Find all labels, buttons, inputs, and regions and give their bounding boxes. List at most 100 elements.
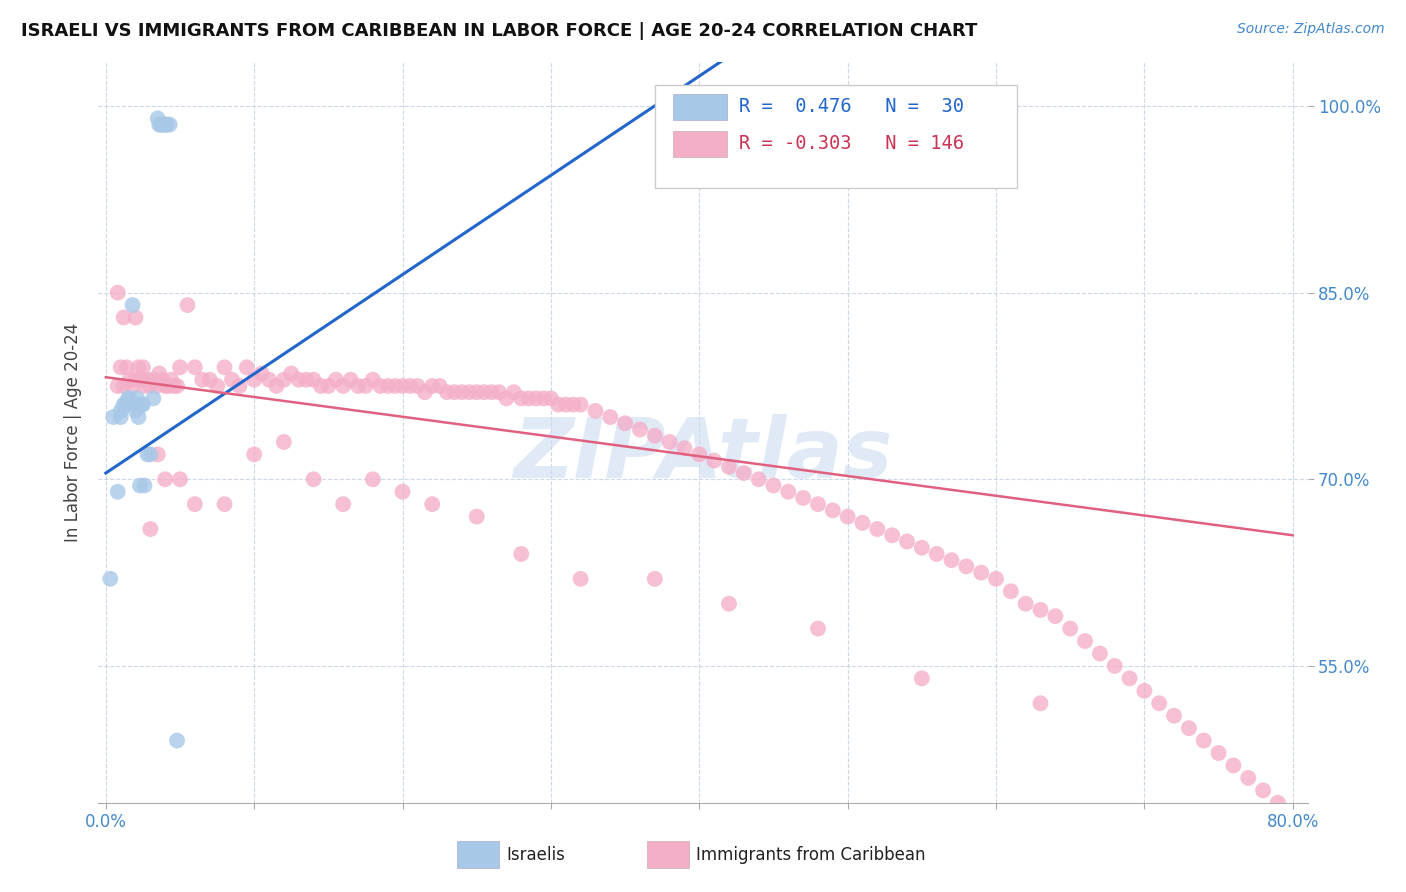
Point xyxy=(136,447,159,461)
Point xyxy=(717,459,740,474)
Point xyxy=(851,516,873,530)
Point xyxy=(717,597,740,611)
Bar xyxy=(673,94,727,120)
Point xyxy=(1251,783,1274,797)
Point xyxy=(413,385,436,400)
Point xyxy=(984,572,1007,586)
Point xyxy=(129,478,152,492)
Point xyxy=(302,373,325,387)
Point xyxy=(391,484,413,499)
Point xyxy=(124,404,146,418)
Point xyxy=(361,472,384,486)
Point xyxy=(132,398,155,412)
Point xyxy=(146,447,169,461)
Point xyxy=(866,522,889,536)
Point xyxy=(280,367,302,381)
Point xyxy=(465,509,488,524)
FancyBboxPatch shape xyxy=(655,85,1018,188)
Point xyxy=(169,360,191,375)
Point xyxy=(1163,708,1185,723)
Point xyxy=(1118,672,1140,686)
Point xyxy=(1015,597,1038,611)
Point xyxy=(599,410,621,425)
Point xyxy=(524,392,547,406)
Point xyxy=(1267,796,1289,810)
Point xyxy=(420,497,443,511)
Point xyxy=(1178,721,1201,735)
Point xyxy=(273,373,295,387)
Point xyxy=(150,373,173,387)
Text: Immigrants from Caribbean: Immigrants from Caribbean xyxy=(696,846,925,863)
Point xyxy=(243,447,266,461)
Point xyxy=(191,373,214,387)
Point xyxy=(451,385,474,400)
Point xyxy=(325,373,347,387)
Point xyxy=(925,547,948,561)
Point xyxy=(540,392,562,406)
Point xyxy=(146,112,169,126)
Point xyxy=(614,417,637,431)
Point xyxy=(205,379,228,393)
Point xyxy=(429,379,451,393)
Point xyxy=(1237,771,1260,785)
Point xyxy=(658,434,681,449)
Point xyxy=(420,379,443,393)
Point xyxy=(377,379,399,393)
Point xyxy=(110,410,132,425)
Text: ISRAELI VS IMMIGRANTS FROM CARIBBEAN IN LABOR FORCE | AGE 20-24 CORRELATION CHAR: ISRAELI VS IMMIGRANTS FROM CARIBBEAN IN … xyxy=(21,22,977,40)
Point xyxy=(149,118,172,132)
Point xyxy=(688,447,710,461)
Point xyxy=(295,373,318,387)
Point xyxy=(510,392,533,406)
Text: Source: ZipAtlas.com: Source: ZipAtlas.com xyxy=(1237,22,1385,37)
Point xyxy=(354,379,377,393)
Point xyxy=(228,379,250,393)
Text: ZIPAtlas: ZIPAtlas xyxy=(513,414,893,495)
Point xyxy=(136,373,159,387)
Point xyxy=(257,373,280,387)
Point xyxy=(510,547,533,561)
Point xyxy=(911,541,934,555)
Point xyxy=(198,373,221,387)
Point xyxy=(628,423,651,437)
Point xyxy=(837,509,859,524)
Point xyxy=(107,379,129,393)
Point xyxy=(157,379,180,393)
Point xyxy=(302,472,325,486)
Point xyxy=(159,118,181,132)
Point xyxy=(127,410,149,425)
Point xyxy=(882,528,904,542)
Point xyxy=(103,410,125,425)
Point xyxy=(134,478,156,492)
Point xyxy=(266,379,288,393)
Point xyxy=(118,373,141,387)
Y-axis label: In Labor Force | Age 20-24: In Labor Force | Age 20-24 xyxy=(65,323,83,542)
Point xyxy=(1192,733,1215,747)
Point xyxy=(107,285,129,300)
Point xyxy=(150,118,173,132)
Point xyxy=(318,379,340,393)
Point xyxy=(569,398,592,412)
Text: Israelis: Israelis xyxy=(506,846,565,863)
Point xyxy=(488,385,510,400)
Point xyxy=(121,379,143,393)
Point xyxy=(139,379,162,393)
Point xyxy=(1029,603,1052,617)
Point xyxy=(153,379,176,393)
Point xyxy=(243,373,266,387)
Text: R = -0.303   N = 146: R = -0.303 N = 146 xyxy=(740,135,965,153)
Point xyxy=(1208,746,1230,760)
Point xyxy=(762,478,785,492)
Point xyxy=(547,398,569,412)
Point xyxy=(465,385,488,400)
Point xyxy=(792,491,814,505)
Point xyxy=(562,398,585,412)
Point xyxy=(112,310,135,325)
Point xyxy=(1222,758,1244,772)
Point xyxy=(110,404,132,418)
Point xyxy=(733,466,755,480)
Point xyxy=(896,534,918,549)
Point xyxy=(1074,634,1097,648)
Point xyxy=(142,373,165,387)
Point xyxy=(117,392,139,406)
